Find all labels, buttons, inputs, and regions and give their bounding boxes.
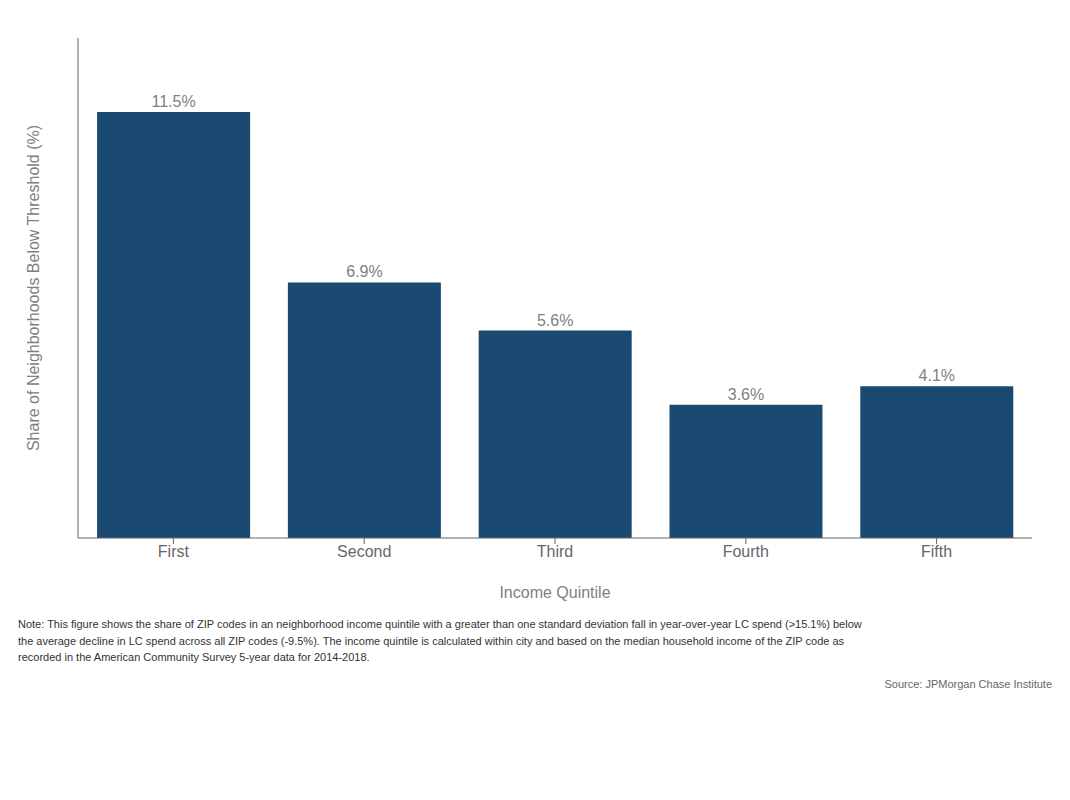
svg-text:11.5%: 11.5% xyxy=(151,93,195,110)
svg-text:Second: Second xyxy=(337,543,391,560)
svg-text:Fifth: Fifth xyxy=(921,543,952,560)
svg-text:Third: Third xyxy=(537,543,573,560)
svg-text:First: First xyxy=(158,543,190,560)
html-text:Source: JPMorgan Chase Institu: Source: JPMorgan Chase Institute xyxy=(884,677,1052,690)
svg-text:4.1%: 4.1% xyxy=(919,367,955,384)
svg-text:5.6%: 5.6% xyxy=(537,312,573,329)
svg-text:Income Quintile: Income Quintile xyxy=(499,584,610,601)
svg-text:3.6%: 3.6% xyxy=(728,386,764,403)
svg-text:Share of Neighborhoods Below T: Share of Neighborhoods Below Threshold (… xyxy=(25,125,42,451)
svg-text:Fourth: Fourth xyxy=(723,543,769,560)
html-text:Note: This figure shows the sh: Note: This figure shows the share of ZIP… xyxy=(18,618,862,663)
svg-text:6.9%: 6.9% xyxy=(346,263,382,280)
